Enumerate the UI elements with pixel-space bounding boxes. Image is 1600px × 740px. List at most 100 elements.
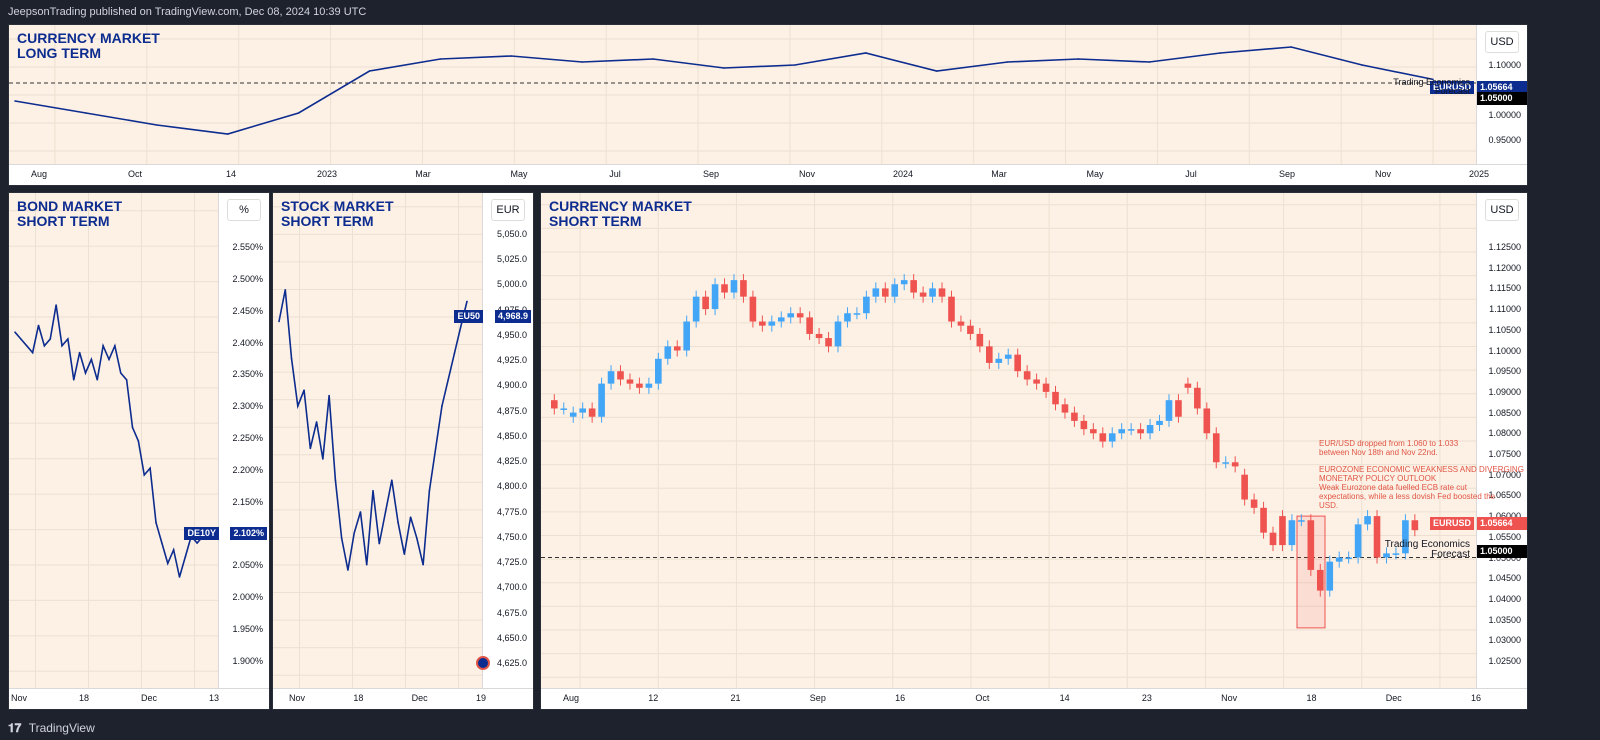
long-term-data-point — [1432, 78, 1434, 81]
bond-data-point — [161, 542, 163, 544]
fx-candle — [1345, 557, 1352, 559]
long-term-time-label: Sep — [1278, 169, 1296, 179]
fx-short-term-panel[interactable]: CURRENCY MARKET SHORT TERM USD 1.12500 1.… — [540, 192, 1528, 710]
fx-time-label: 16 — [1470, 693, 1482, 703]
currency-label[interactable]: USD — [1485, 199, 1519, 221]
fx-price-tag: 1.05664 — [1477, 517, 1527, 530]
fx-candle — [768, 321, 776, 326]
bond-market-panel[interactable]: BOND MARKET SHORT TERM % 2.550% 2.500% 2.4… — [8, 192, 270, 710]
brand-text[interactable]: TradingView — [28, 721, 95, 735]
fx-candle — [1194, 387, 1201, 409]
fx-price-tick-label: 1.07500 — [1488, 449, 1521, 459]
stock-data-point — [434, 447, 437, 450]
stock-price-tick-label: 4,750.0 — [496, 531, 527, 542]
fx-symbol-tag: EURUSD — [1429, 517, 1474, 530]
fx-candle — [655, 358, 662, 384]
fx-time-label: 12 — [648, 693, 659, 703]
fx-candle — [957, 321, 965, 326]
currency-label[interactable]: EUR — [491, 199, 525, 221]
fx-price-axis[interactable]: USD 1.12500 1.12000 1.11500 1.11000 1.10500 1… — [1476, 193, 1527, 689]
stock-line-chart[interactable] — [273, 193, 485, 689]
bond-time-label: Dec — [140, 693, 158, 703]
fx-time-label: Aug — [562, 693, 580, 703]
stock-price-tag: 4,968.9 — [494, 310, 531, 323]
bond-data-point — [25, 345, 28, 347]
fx-candle — [1260, 507, 1267, 533]
stock-price-tick-label: 4,900.0 — [496, 380, 527, 391]
unit-label[interactable]: % — [227, 199, 261, 221]
bond-symbol-tag: DE10Y — [184, 527, 219, 540]
long-term-data-point — [85, 112, 87, 114]
stock-data-point — [409, 516, 412, 518]
fx-candle — [1203, 408, 1211, 434]
fx-candle — [1108, 433, 1116, 442]
long-term-data-point — [1219, 52, 1222, 54]
fx-candle — [881, 288, 889, 297]
stock-market-panel[interactable]: STOCK MARKET SHORT TERM EUR 5,050.0 5,025… — [272, 192, 534, 710]
bond-data-point — [55, 304, 57, 306]
footer: 𝟏𝟕 TradingView — [0, 716, 1600, 740]
fx-candle — [730, 280, 738, 293]
bond-data-point — [114, 345, 116, 347]
fx-price-tick-label: 1.08000 — [1488, 428, 1521, 439]
fx-candle — [598, 383, 605, 417]
long-term-data-point — [510, 55, 513, 57]
tradingview-logo-icon[interactable]: 𝟏𝟕 — [8, 721, 22, 735]
bond-time-axis[interactable]: Nov 18 Dec 13 — [9, 688, 269, 709]
long-term-fx-panel[interactable]: CURRENCY MARKET LONG TERM USD 1.10000 1.0… — [8, 24, 1528, 186]
bond-price-tick-label: 2.300% — [232, 401, 263, 412]
fx-candle — [1004, 354, 1012, 359]
bond-data-point — [137, 440, 140, 442]
fx-candle — [683, 321, 691, 351]
fx-candle — [607, 371, 615, 384]
stock-data-point — [315, 421, 318, 423]
fx-price-tick-label: 1.07000 — [1488, 469, 1521, 480]
fx-candle — [825, 338, 832, 347]
fx-candle — [1165, 400, 1173, 421]
fx-candle — [551, 400, 558, 409]
fx-note-drop: EUR/USD dropped from 1.060 to 1.033 betw… — [1319, 439, 1459, 457]
fx-price-tick-label: 1.06000 — [1488, 511, 1521, 521]
bond-price-axis[interactable]: % 2.550% 2.500% 2.450% 2.400% 2.350% 2.300% 2.… — [218, 193, 269, 689]
long-term-time-label: Oct — [127, 169, 143, 179]
long-term-data-point — [652, 58, 654, 60]
fx-candle — [759, 321, 766, 326]
fx-candle — [1023, 371, 1031, 380]
fx-price-tick-label: 1.08500 — [1488, 407, 1521, 418]
fx-candle — [1241, 474, 1248, 500]
long-term-line-chart[interactable] — [9, 25, 1479, 165]
long-term-data-point — [439, 58, 442, 60]
fx-candle — [1118, 429, 1126, 434]
fx-candle — [1354, 524, 1362, 558]
fx-candle — [1042, 383, 1050, 392]
fx-time-axis[interactable]: Aug 12 21 Sep 16 Oct 14 23 Nov 18 Dec 16 — [541, 688, 1527, 709]
bond-line-chart[interactable] — [9, 193, 221, 689]
fx-candle — [1212, 433, 1220, 463]
stock-title: STOCK MARKET SHORT TERM — [281, 199, 394, 229]
stock-symbol-tag: EU50 — [454, 310, 483, 323]
currency-label[interactable]: USD — [1485, 31, 1519, 53]
bond-price-tick-label: 2.250% — [232, 433, 263, 444]
long-term-data-point — [1148, 61, 1151, 63]
bond-data-point — [61, 345, 63, 347]
long-term-time-axis[interactable]: Aug Oct 14 2023 Mar May Jul Sep Nov 2024 Mar May Jul… — [9, 164, 1527, 185]
fx-candle — [1364, 516, 1371, 525]
fx-time-label: 18 — [1306, 693, 1317, 703]
stock-time-axis[interactable]: Nov 18 Dec 19 — [273, 688, 533, 709]
fx-candlestick-chart[interactable] — [541, 193, 1479, 689]
stock-data-point — [391, 479, 393, 481]
long-term-series-line — [14, 46, 1434, 135]
globe-icon[interactable] — [476, 656, 490, 670]
long-term-time-label: 2024 — [892, 169, 914, 179]
stock-data-point — [459, 325, 462, 328]
fx-price-tick-label: 1.12000 — [1488, 262, 1521, 273]
stock-price-axis[interactable]: EUR 5,050.0 5,025.0 5,000.0 4,975.0 4,950.0 4… — [482, 193, 533, 689]
fx-candle — [796, 313, 804, 318]
fx-price-tick-label: 1.03500 — [1488, 614, 1521, 625]
fx-candle — [617, 371, 624, 380]
long-term-price-tick-label: 1.00000 — [1488, 110, 1521, 120]
bond-title: BOND MARKET SHORT TERM — [17, 199, 122, 229]
long-term-title-text: CURRENCY MARKET LONG TERM — [17, 30, 160, 61]
bond-data-point — [90, 358, 93, 361]
forecast-label: Trading Economics Forecast — [1393, 77, 1470, 96]
